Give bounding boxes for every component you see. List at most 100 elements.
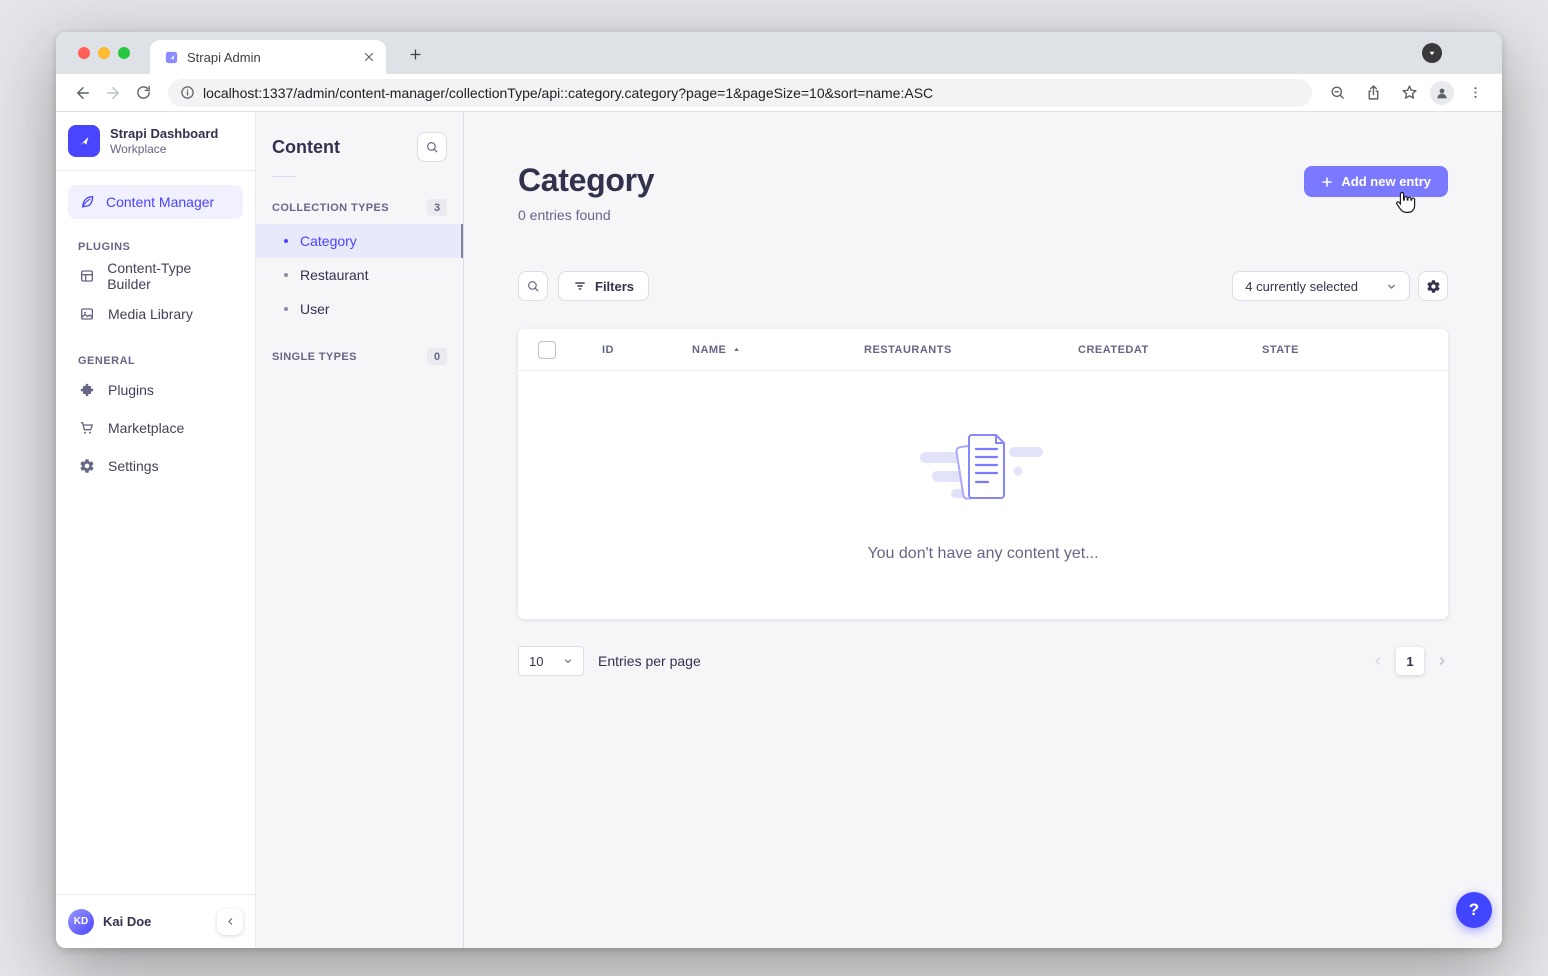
- browser-profile-avatar[interactable]: [1430, 80, 1454, 105]
- browser-tab[interactable]: Strapi Admin: [150, 40, 386, 74]
- help-button[interactable]: ?: [1456, 892, 1492, 928]
- plus-icon: [1321, 176, 1333, 188]
- url-text[interactable]: localhost:1337/admin/content-manager/col…: [203, 84, 934, 101]
- user-name: Kai Doe: [103, 914, 152, 929]
- zoom-page-icon[interactable]: [1322, 78, 1352, 108]
- sidebar-item-label: Settings: [108, 458, 159, 474]
- workspace-brand[interactable]: Strapi Dashboard Workplace: [56, 112, 255, 170]
- new-tab-button[interactable]: [402, 41, 428, 67]
- add-new-entry-button[interactable]: Add new entry: [1304, 166, 1448, 213]
- strapi-favicon-icon: [164, 50, 179, 65]
- browser-tabstrip: Strapi Admin: [56, 32, 1502, 74]
- mouse-cursor: [1393, 190, 1417, 216]
- browser-window: Strapi Admin localhost:1337/admin/conten…: [56, 32, 1502, 948]
- column-header-createdat[interactable]: CREATEDAT: [1078, 343, 1149, 356]
- subnav-divider: [272, 176, 296, 177]
- search-entries-button[interactable]: [518, 271, 548, 301]
- layout-icon: [78, 268, 95, 284]
- url-bar[interactable]: localhost:1337/admin/content-manager/col…: [168, 78, 1312, 107]
- user-avatar[interactable]: KD: [68, 908, 94, 935]
- view-settings-gear-button[interactable]: [1418, 271, 1448, 301]
- page-info-icon[interactable]: [180, 85, 195, 100]
- column-header-state[interactable]: STATE: [1262, 343, 1299, 356]
- field-select-value: 4 currently selected: [1245, 278, 1358, 294]
- gear-icon: [78, 458, 96, 474]
- entries-table: ID NAME RESTAURANTS CREATEDAT STATE: [518, 329, 1448, 619]
- sidebar-item-content-manager[interactable]: Content Manager: [68, 185, 243, 219]
- close-window-button[interactable]: [78, 47, 90, 59]
- select-all-checkbox[interactable]: [538, 340, 556, 359]
- empty-state-text: You don't have any content yet...: [867, 545, 1099, 562]
- cart-icon: [78, 420, 96, 436]
- sidebar-divider: [56, 170, 255, 171]
- sidebar-item-label: Content Manager: [106, 194, 215, 210]
- filters-label: Filters: [595, 278, 635, 294]
- sidebar-item-label: Marketplace: [108, 420, 185, 436]
- chevron-down-icon: [1386, 281, 1397, 292]
- bullet-icon: [284, 273, 288, 277]
- field-selection-dropdown[interactable]: 4 currently selected: [1232, 271, 1410, 301]
- collection-types-count-badge: 3: [427, 199, 447, 216]
- subnav-item-label: Category: [300, 233, 357, 249]
- image-icon: [78, 306, 96, 322]
- brand-title: Strapi Dashboard: [110, 126, 219, 141]
- subnav-title: Content: [272, 136, 340, 157]
- column-header-restaurants[interactable]: RESTAURANTS: [864, 343, 952, 356]
- table-header-row: ID NAME RESTAURANTS CREATEDAT STATE: [518, 329, 1448, 371]
- sidebar-item-plugins[interactable]: Plugins: [68, 371, 243, 409]
- zoom-window-button[interactable]: [118, 47, 130, 59]
- strapi-admin-app: Strapi Dashboard Workplace Content Manag…: [56, 112, 1502, 948]
- tab-close-icon[interactable]: [362, 50, 376, 64]
- single-types-label: SINGLE TYPES: [272, 350, 357, 363]
- sort-asc-icon: [732, 345, 741, 354]
- browser-menu-icon[interactable]: [1460, 78, 1490, 108]
- subnav-item-user[interactable]: User: [256, 292, 463, 326]
- page-size-dropdown[interactable]: 10: [518, 646, 584, 676]
- traffic-lights: [78, 47, 130, 59]
- download-indicator-icon[interactable]: [1422, 43, 1442, 63]
- sidebar-item-media-library[interactable]: Media Library: [68, 295, 243, 333]
- main-sidebar: Strapi Dashboard Workplace Content Manag…: [56, 112, 256, 948]
- bookmark-star-icon[interactable]: [1394, 78, 1424, 108]
- collapse-sidebar-button[interactable]: [217, 908, 243, 935]
- bullet-icon: [284, 307, 288, 311]
- subnav-item-category[interactable]: Category: [256, 224, 463, 258]
- puzzle-icon: [78, 382, 96, 398]
- tab-title: Strapi Admin: [187, 49, 261, 65]
- collection-types-label: COLLECTION TYPES: [272, 201, 390, 214]
- sidebar-item-label: Content-Type Builder: [107, 260, 192, 292]
- back-icon[interactable]: [68, 78, 98, 108]
- minimize-window-button[interactable]: [98, 47, 110, 59]
- previous-page-button[interactable]: [1372, 655, 1384, 667]
- content-subnav: Content COLLECTION TYPES 3 Category Rest…: [256, 112, 464, 948]
- pagination-row: 10 Entries per page 1: [518, 646, 1448, 676]
- empty-documents-illustration: [908, 427, 1058, 519]
- sidebar-item-label: Plugins: [108, 382, 154, 398]
- page-number-button[interactable]: 1: [1396, 647, 1424, 675]
- filter-lines-icon: [573, 279, 587, 293]
- single-types-count-badge: 0: [427, 348, 447, 365]
- add-new-entry-label: Add new entry: [1341, 174, 1431, 189]
- column-header-name-label: NAME: [692, 343, 727, 356]
- share-icon[interactable]: [1358, 78, 1388, 108]
- browser-toolbar: localhost:1337/admin/content-manager/col…: [56, 74, 1502, 112]
- subnav-search-button[interactable]: [417, 132, 447, 162]
- reload-icon[interactable]: [128, 78, 158, 108]
- empty-state: You don't have any content yet...: [518, 371, 1448, 619]
- entries-count: 0 entries found: [518, 207, 611, 223]
- sidebar-item-marketplace[interactable]: Marketplace: [68, 409, 243, 447]
- sidebar-section-plugins: PLUGINS: [78, 241, 131, 253]
- filters-button[interactable]: Filters: [558, 271, 650, 301]
- entries-per-page-label: Entries per page: [598, 653, 701, 669]
- column-header-id[interactable]: ID: [602, 343, 614, 356]
- subnav-item-restaurant[interactable]: Restaurant: [256, 258, 463, 292]
- sidebar-section-general: GENERAL: [78, 355, 136, 367]
- chevron-down-icon: [563, 656, 573, 666]
- feather-icon: [78, 194, 96, 210]
- column-header-name[interactable]: NAME: [692, 344, 864, 356]
- forward-icon[interactable]: [98, 78, 128, 108]
- sidebar-item-content-type-builder[interactable]: Content-Type Builder: [68, 257, 243, 295]
- next-page-button[interactable]: [1436, 655, 1448, 667]
- sidebar-item-settings[interactable]: Settings: [68, 447, 243, 485]
- page-title: Category: [518, 162, 655, 198]
